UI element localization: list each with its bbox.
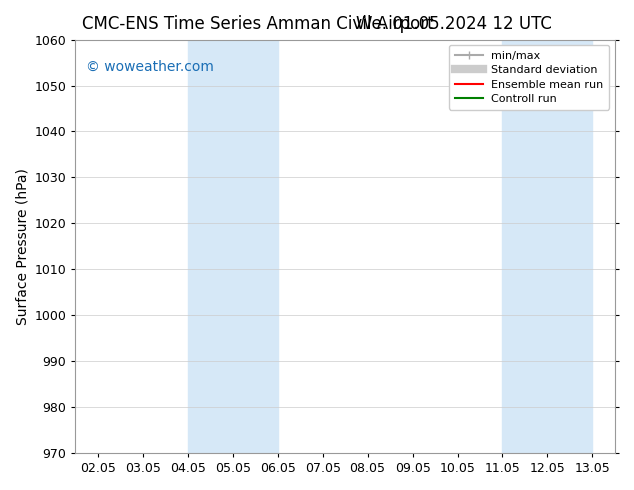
Text: © woweather.com: © woweather.com bbox=[86, 60, 214, 74]
Bar bbox=[188, 40, 278, 453]
Text: CMC-ENS Time Series Amman Civil Airport: CMC-ENS Time Series Amman Civil Airport bbox=[82, 15, 434, 33]
Legend: min/max, Standard deviation, Ensemble mean run, Controll run: min/max, Standard deviation, Ensemble me… bbox=[450, 45, 609, 110]
Bar bbox=[503, 40, 592, 453]
Y-axis label: Surface Pressure (hPa): Surface Pressure (hPa) bbox=[15, 168, 29, 325]
Text: We. 01.05.2024 12 UTC: We. 01.05.2024 12 UTC bbox=[356, 15, 552, 33]
